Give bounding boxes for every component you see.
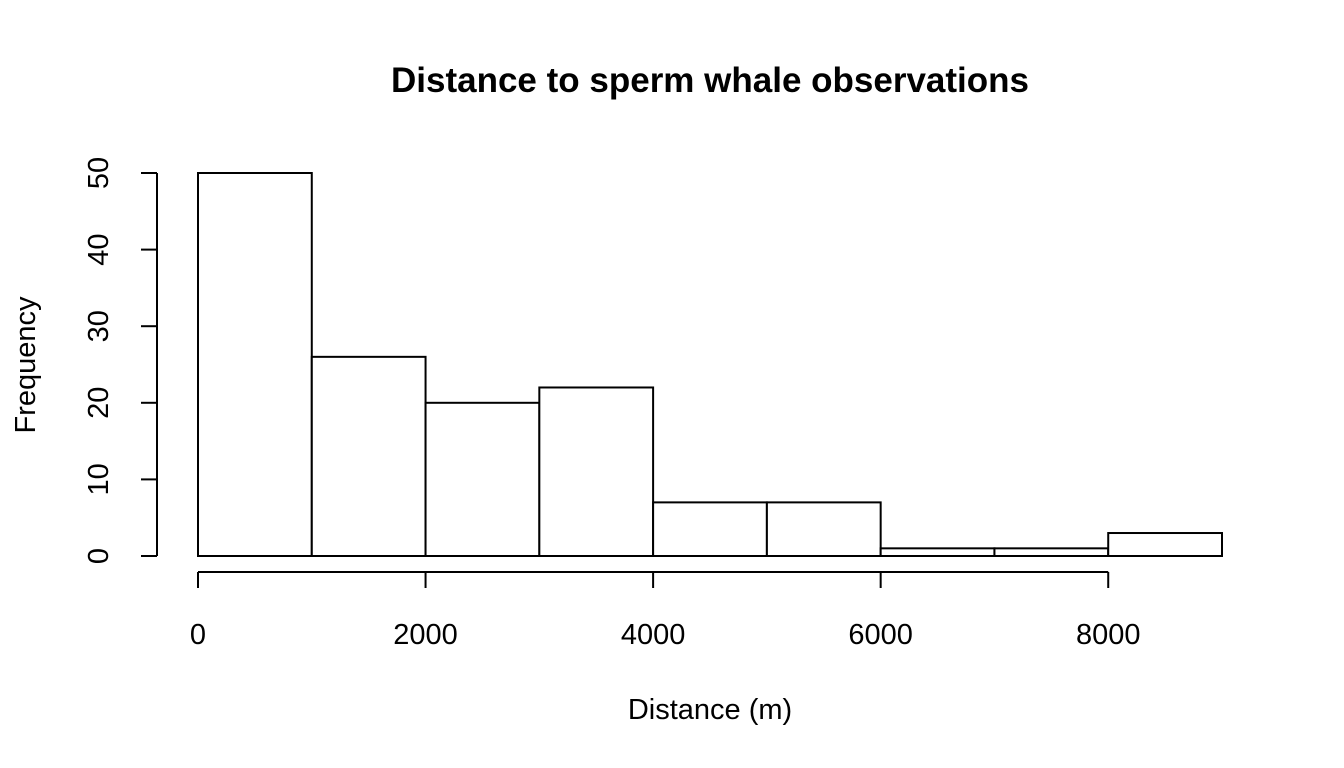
x-axis-label: Distance (m) (628, 694, 792, 726)
histogram-bar-4 (538, 386, 655, 558)
x-tick-label: 4000 (621, 619, 686, 651)
chart-title: Distance to sperm whale observations (391, 61, 1029, 100)
y-axis: 0 10 20 30 40 50 (83, 157, 158, 564)
y-tick-label: 20 (83, 387, 115, 419)
histogram-bar-3 (424, 401, 541, 557)
y-tick-label: 50 (83, 157, 115, 189)
x-tick-label: 2000 (393, 619, 458, 651)
x-tick-label: 0 (190, 619, 206, 651)
x-axis: 0 2000 4000 6000 8000 (190, 571, 1141, 651)
histogram-bar-5 (652, 501, 768, 558)
histogram-bar-1 (197, 172, 313, 557)
histogram-bar-6 (765, 501, 882, 558)
y-tick-label: 0 (83, 548, 115, 564)
x-tick-label: 8000 (1076, 619, 1141, 651)
histogram-bar-9 (1107, 532, 1223, 558)
histogram-bar-8 (993, 547, 1110, 558)
y-tick-label: 40 (83, 233, 115, 265)
histogram-bar-2 (310, 355, 427, 557)
histogram-bars (197, 172, 1223, 558)
y-tick-label: 30 (83, 310, 115, 342)
histogram-bar-7 (879, 547, 996, 558)
x-tick-label: 6000 (848, 619, 913, 651)
y-axis-label: Frequency (10, 296, 42, 434)
y-tick-label: 10 (83, 463, 115, 495)
